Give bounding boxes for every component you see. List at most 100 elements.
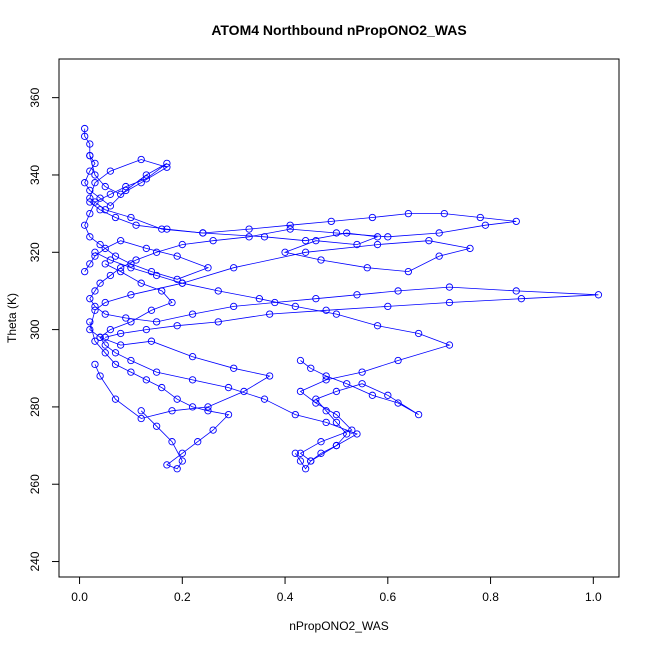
- data-point: [384, 233, 392, 241]
- data-point: [142, 244, 150, 253]
- data-point: [368, 391, 377, 399]
- data-point: [137, 155, 145, 164]
- data-point: [142, 376, 150, 384]
- data-point: [317, 449, 325, 457]
- data-point: [158, 383, 166, 392]
- data-point: [122, 186, 130, 195]
- data-point: [163, 163, 171, 171]
- data-point: [301, 237, 310, 245]
- data-point: [322, 372, 330, 380]
- data-point: [142, 171, 150, 179]
- y-axis-label: Theta (K): [5, 293, 19, 343]
- series-line: [94, 251, 451, 462]
- data-point: [512, 217, 520, 226]
- data-point: [404, 209, 413, 218]
- data-point: [204, 264, 212, 272]
- data-point: [265, 310, 274, 318]
- data-point: [147, 337, 156, 345]
- data-point: [199, 229, 207, 237]
- data-point: [101, 298, 109, 307]
- data-point: [106, 202, 115, 210]
- data-point: [291, 410, 299, 419]
- y-tick-label: 240: [28, 551, 42, 571]
- data-point: [111, 360, 120, 369]
- y-tick-label: 280: [28, 397, 42, 417]
- data-point: [101, 333, 109, 341]
- data-point: [106, 325, 115, 334]
- data-point: [224, 383, 233, 392]
- data-point: [132, 256, 140, 264]
- data-point: [204, 403, 212, 411]
- data-point: [173, 465, 181, 473]
- x-tick-label: 0.4: [277, 590, 294, 604]
- data-point: [91, 171, 99, 179]
- data-point: [512, 287, 520, 295]
- data-point: [332, 418, 341, 427]
- data-point: [394, 356, 402, 365]
- series-line: [294, 360, 419, 470]
- data-point: [152, 368, 161, 376]
- data-point: [425, 237, 433, 245]
- data-point: [384, 302, 392, 311]
- data-point: [127, 368, 135, 376]
- x-tick-label: 1.0: [585, 590, 602, 604]
- chart-title: ATOM4 Northbound nPropONO2_WAS: [211, 22, 466, 38]
- data-point: [265, 372, 274, 380]
- plot-frame: [58, 58, 620, 578]
- data-point: [194, 438, 202, 446]
- data-point: [142, 325, 150, 334]
- data-point: [147, 306, 156, 314]
- data-point: [127, 260, 135, 268]
- data-point: [127, 356, 135, 365]
- data-point: [96, 333, 104, 341]
- data-point: [137, 179, 145, 187]
- data-point: [230, 364, 238, 372]
- data-point: [81, 267, 89, 276]
- y-tick-label: 340: [28, 165, 42, 185]
- data-point: [173, 395, 181, 403]
- y-tick-label: 260: [28, 474, 42, 494]
- x-tick-label: 0.8: [482, 590, 499, 604]
- data-point: [230, 302, 238, 311]
- data-point: [312, 395, 320, 403]
- data-point: [163, 159, 171, 168]
- data-point: [224, 410, 233, 419]
- series-line: [89, 201, 599, 338]
- data-point: [168, 298, 176, 307]
- data-point: [214, 287, 222, 295]
- data-point: [91, 287, 99, 295]
- data-point: [394, 399, 402, 407]
- data-point: [317, 256, 325, 264]
- data-point: [440, 209, 448, 218]
- y-tick-label: 360: [28, 87, 42, 107]
- x-axis: 0.0 0.2 0.4 0.6 0.8 1.0: [71, 576, 602, 604]
- data-point: [86, 167, 94, 175]
- data-point: [111, 395, 120, 403]
- data-point: [414, 410, 423, 419]
- data-point: [322, 376, 330, 384]
- data-point: [178, 457, 186, 465]
- data-point: [137, 279, 145, 287]
- data-point: [286, 221, 294, 229]
- data-point: [343, 430, 351, 438]
- data-point: [322, 306, 330, 314]
- data-point: [173, 275, 181, 283]
- data-point: [296, 457, 305, 465]
- data-point: [106, 271, 115, 280]
- data-point: [86, 295, 94, 303]
- y-tick-label: 300: [28, 319, 42, 339]
- data-point: [517, 295, 526, 303]
- data-point: [363, 264, 371, 272]
- data-point: [594, 291, 603, 299]
- data-point: [132, 221, 140, 229]
- data-point: [204, 407, 212, 415]
- series-line: [84, 128, 210, 280]
- data-point: [117, 264, 125, 272]
- data-point: [281, 248, 289, 256]
- data-point: [168, 407, 176, 415]
- data-point: [245, 233, 253, 241]
- data-point: [111, 349, 120, 357]
- data-point: [173, 252, 181, 260]
- data-point: [86, 198, 94, 206]
